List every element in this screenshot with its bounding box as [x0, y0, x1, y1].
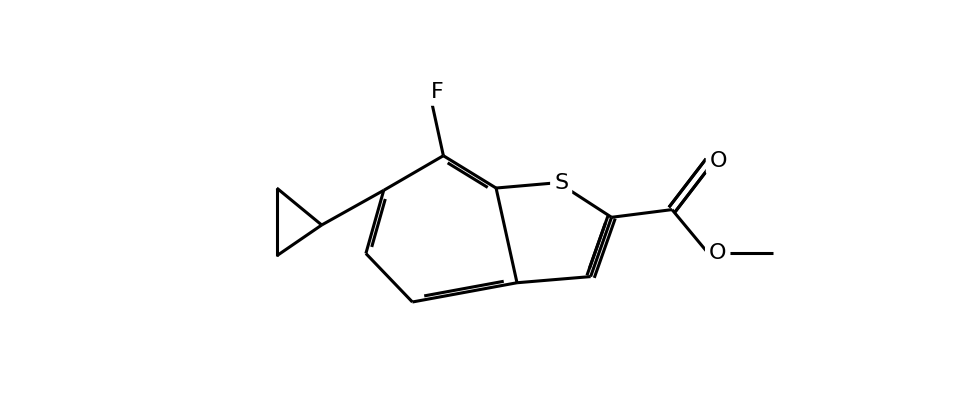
Text: S: S — [554, 173, 568, 193]
Text: F: F — [431, 82, 443, 102]
Text: O: O — [709, 243, 727, 264]
Text: O: O — [710, 151, 728, 171]
